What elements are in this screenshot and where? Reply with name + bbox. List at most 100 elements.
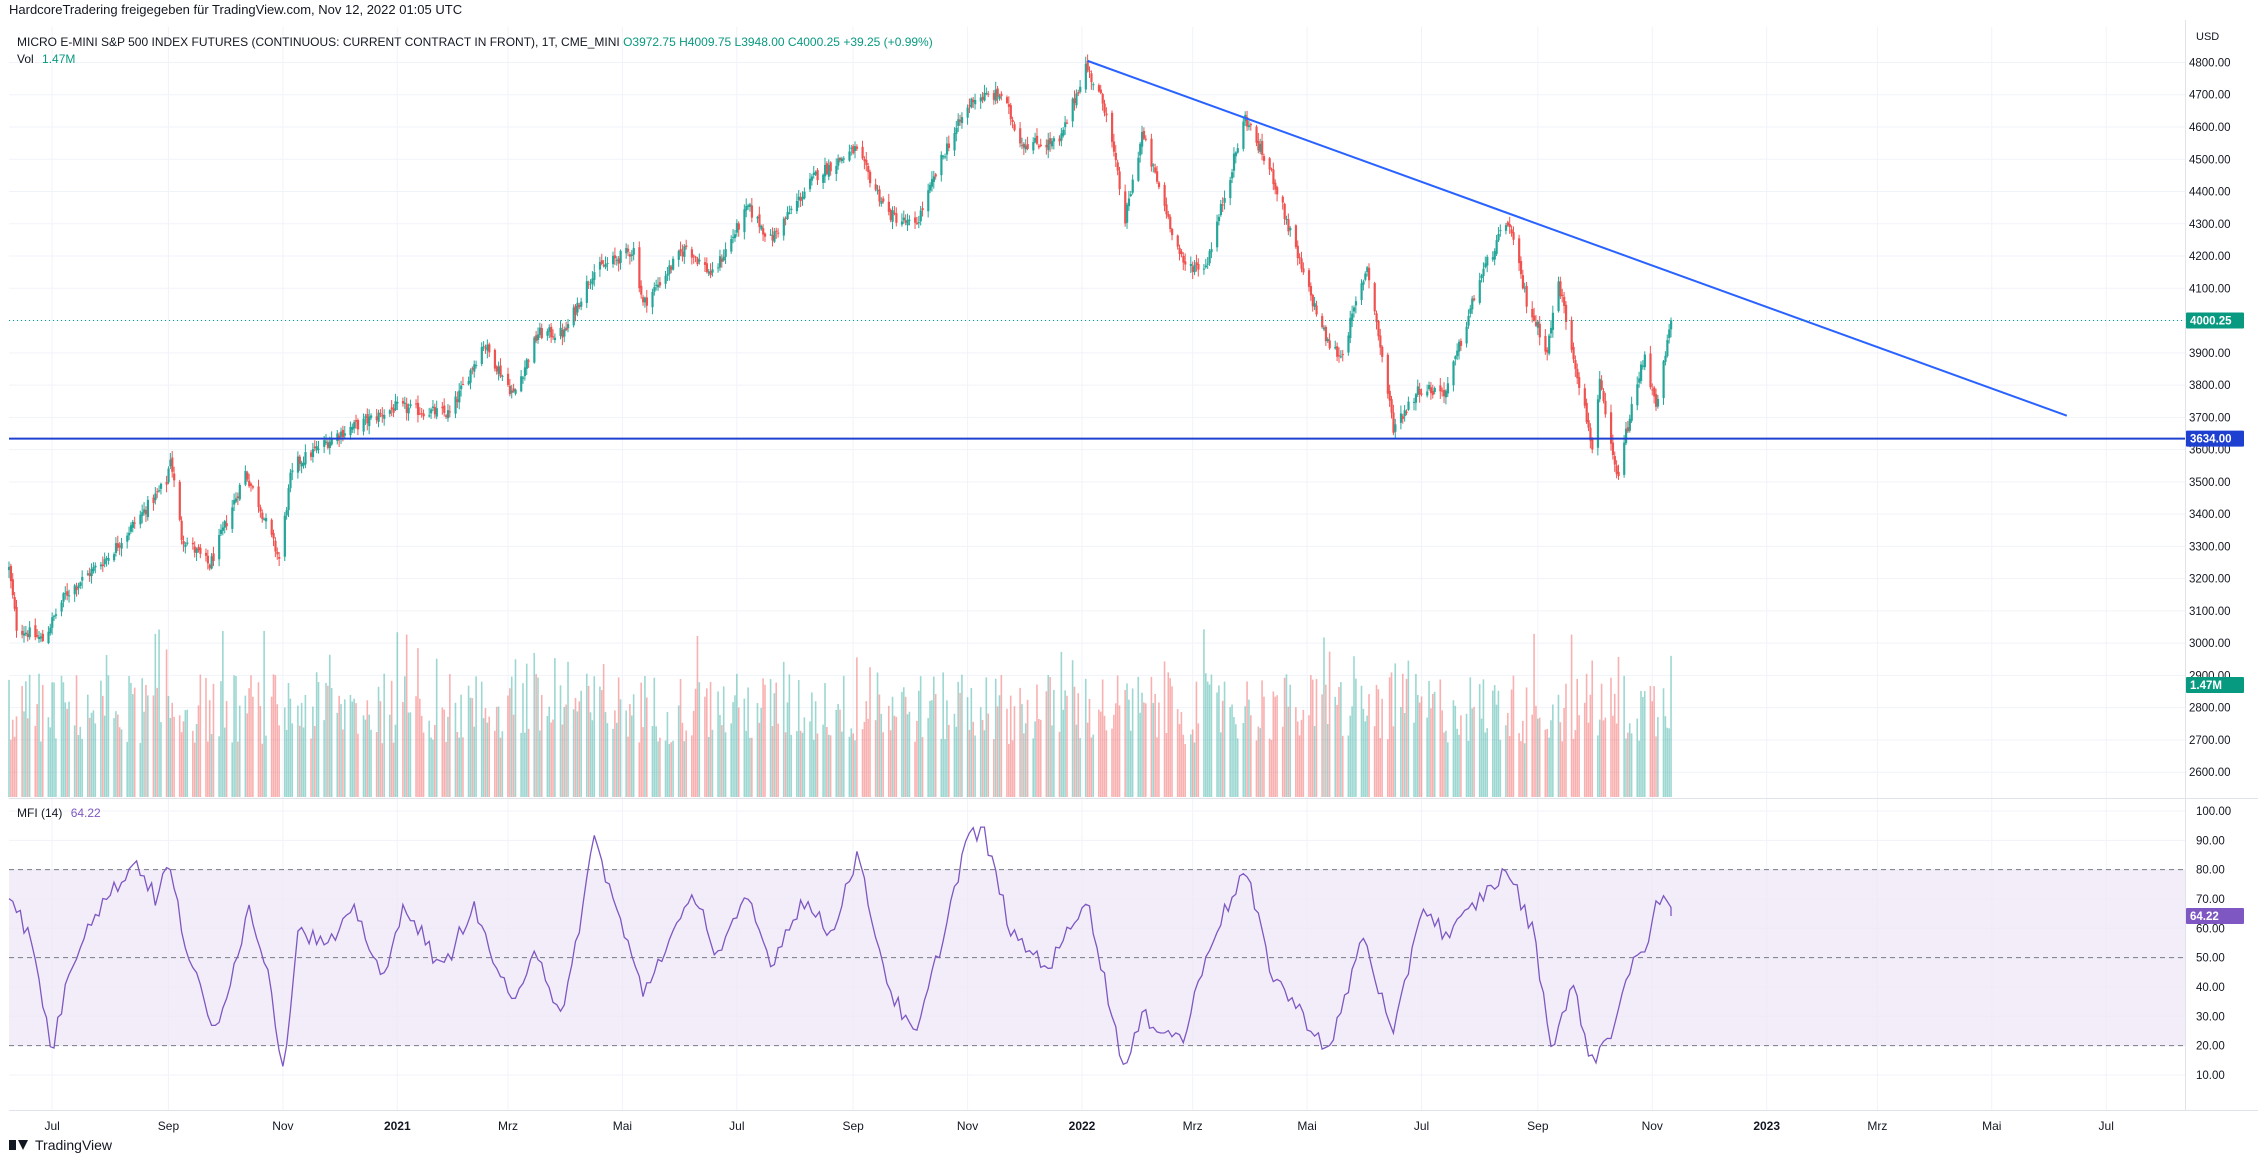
volume-bar <box>231 742 234 797</box>
candle-body <box>593 272 596 280</box>
candle-body <box>276 551 279 555</box>
volume-bar <box>1075 724 1078 797</box>
time-tick-label: Mai <box>1297 1119 1316 1133</box>
tradingview-footer[interactable]: TradingView <box>9 1137 112 1153</box>
candle-body <box>1564 304 1568 323</box>
candle-body <box>1341 354 1344 356</box>
candle-body <box>1373 283 1376 312</box>
candle-body <box>657 284 660 288</box>
volume-bar <box>512 714 515 797</box>
volume-bar <box>1518 733 1520 797</box>
volume-bar <box>36 704 38 797</box>
candle-body <box>199 547 202 554</box>
candle-body <box>291 470 294 473</box>
drawn-lines[interactable] <box>9 59 2185 440</box>
candle-body <box>1184 261 1187 265</box>
volume-bar <box>462 737 464 797</box>
volume-bar <box>1484 732 1487 797</box>
volume-bar <box>145 684 147 797</box>
volume-legend[interactable]: Vol 1.47M <box>17 52 75 66</box>
volume-bar <box>1137 676 1140 797</box>
volume-bar <box>1180 712 1183 797</box>
volume-bar <box>1023 733 1025 797</box>
volume-bar <box>1310 675 1312 797</box>
volume-bar <box>796 731 798 797</box>
support-badge: 3634.00 <box>2186 430 2244 447</box>
volume-bar <box>668 744 671 797</box>
candle-body <box>814 171 817 175</box>
volume-bar <box>1600 683 1603 797</box>
volume-bar <box>1272 691 1275 797</box>
candle-body <box>959 119 962 122</box>
candle-body <box>1390 399 1393 413</box>
volume-bar <box>1178 724 1181 797</box>
candle-body <box>51 617 54 628</box>
volume-bar <box>876 672 879 797</box>
symbol-legend[interactable]: MICRO E-MINI S&P 500 INDEX FUTURES (CONT… <box>17 35 933 49</box>
volume-bar <box>931 700 933 797</box>
volume-bar <box>572 709 575 797</box>
candle-body <box>296 456 300 473</box>
candle-body <box>1075 93 1078 106</box>
volume-bar <box>525 663 528 797</box>
volume-bar <box>1165 732 1168 797</box>
volume-bar <box>1589 694 1592 797</box>
volume-bar <box>574 697 577 797</box>
candle-body <box>233 500 236 505</box>
candle-body <box>1262 156 1266 161</box>
candle-body <box>1549 327 1553 334</box>
volume-bar <box>1336 705 1338 797</box>
volume-bar <box>351 701 354 797</box>
candle-body <box>703 262 707 265</box>
candle-body <box>1073 98 1076 104</box>
candle-body <box>1210 249 1213 253</box>
candle-body <box>1347 335 1350 353</box>
mfi-legend[interactable]: MFI (14) 64.22 <box>17 806 101 820</box>
candle-body <box>1439 385 1442 392</box>
candle-body <box>591 278 594 285</box>
volume-bar <box>906 714 909 797</box>
volume-bar <box>743 698 746 797</box>
volume-bar <box>974 735 976 797</box>
candle-body <box>259 507 262 512</box>
volume-bar <box>205 677 207 797</box>
volume-bar <box>692 710 695 797</box>
candle-body <box>1563 296 1566 307</box>
candle-body <box>480 347 483 364</box>
candle-body <box>1195 262 1198 265</box>
candle-body <box>1217 216 1221 222</box>
volume-bar <box>1570 634 1573 797</box>
volume-bar <box>1482 679 1485 797</box>
volume-bar <box>1077 693 1080 797</box>
candle-body <box>1229 180 1232 199</box>
volume-bar <box>1114 703 1117 797</box>
volume-bar <box>1060 651 1063 797</box>
candle-body <box>343 433 346 436</box>
volume-bar <box>1413 722 1415 797</box>
candle-body <box>270 519 273 535</box>
candle-body <box>1037 145 1041 148</box>
candle-body <box>822 174 825 183</box>
volume-bar <box>1124 689 1126 797</box>
volume-bar <box>327 685 329 797</box>
volume-bar <box>482 718 485 797</box>
volume-bar <box>330 687 333 797</box>
volume-bar <box>852 733 854 797</box>
volume-bar <box>1403 712 1406 797</box>
volume-bar <box>336 712 339 797</box>
volume-bar <box>940 738 943 797</box>
volume-bar <box>563 706 566 797</box>
volume-badge: 1.47M <box>2186 677 2244 693</box>
candle-body <box>441 406 444 409</box>
candle-body <box>643 297 647 303</box>
volume-bar <box>1302 709 1305 797</box>
candle-body <box>750 205 754 218</box>
candle-body <box>944 156 947 158</box>
volume-bar <box>1493 685 1496 797</box>
candle-body <box>1131 179 1134 193</box>
candle-body <box>1206 263 1209 265</box>
candle-body <box>165 481 168 485</box>
candle-body <box>197 546 200 551</box>
candle-body <box>1032 142 1035 151</box>
